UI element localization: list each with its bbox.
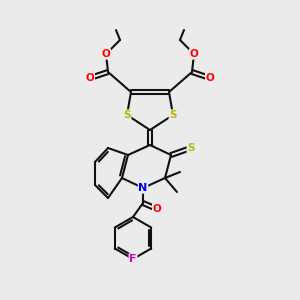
Text: S: S: [169, 110, 177, 120]
Text: N: N: [138, 183, 148, 193]
Text: O: O: [190, 49, 198, 59]
Text: O: O: [85, 73, 94, 83]
Text: S: S: [187, 143, 195, 153]
Text: O: O: [102, 49, 110, 59]
Text: O: O: [206, 73, 214, 83]
Text: O: O: [153, 204, 161, 214]
Text: F: F: [129, 254, 137, 264]
Text: S: S: [123, 110, 131, 120]
